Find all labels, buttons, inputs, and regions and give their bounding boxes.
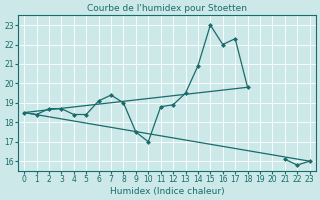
Title: Courbe de l'humidex pour Stoetten: Courbe de l'humidex pour Stoetten bbox=[87, 4, 247, 13]
X-axis label: Humidex (Indice chaleur): Humidex (Indice chaleur) bbox=[109, 187, 224, 196]
